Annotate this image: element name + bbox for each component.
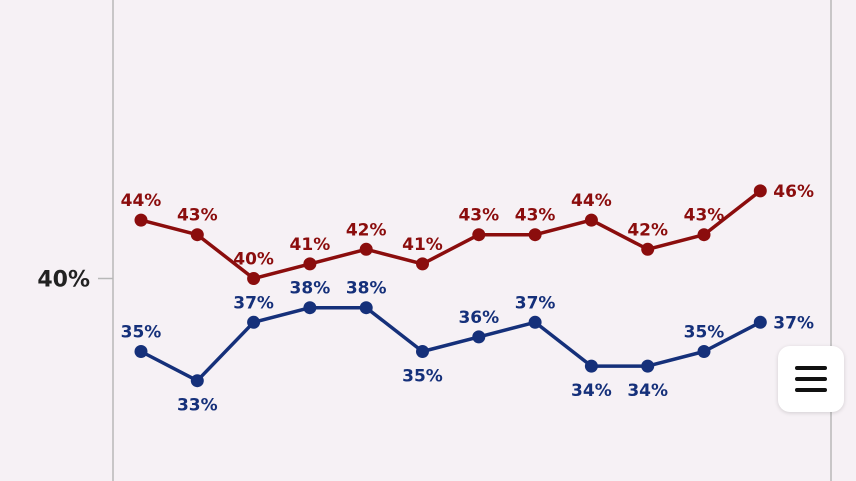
menu-bar — [795, 388, 827, 392]
data-point — [472, 330, 486, 344]
data-point — [472, 228, 486, 242]
data-label: 37% — [773, 313, 814, 333]
data-point — [190, 374, 204, 388]
data-label: 43% — [458, 206, 499, 226]
data-point — [584, 213, 598, 227]
data-point — [584, 359, 598, 373]
data-point — [697, 345, 711, 358]
data-label: 36% — [458, 308, 499, 328]
data-point — [416, 345, 429, 358]
data-point — [528, 228, 542, 242]
data-point — [753, 184, 767, 198]
data-point — [753, 315, 767, 329]
data-point — [416, 257, 429, 271]
data-label: 43% — [515, 206, 556, 226]
data-label: 44% — [121, 191, 162, 211]
data-point — [641, 359, 655, 373]
y-tick-label: 40% — [37, 268, 90, 293]
data-point — [247, 272, 261, 285]
data-label: 33% — [177, 396, 218, 416]
data-point — [359, 242, 373, 256]
series-line — [140, 305, 762, 383]
data-label: 38% — [346, 279, 387, 299]
data-point — [528, 315, 542, 329]
series-1: 44% 43% 40% 41% 42% 41% 43% 43% 44% 42% 43% 46% — [121, 182, 814, 285]
menu-bar — [795, 366, 827, 370]
data-label: 34% — [571, 381, 612, 401]
data-label: 43% — [177, 206, 218, 226]
series-2: 35% 33% 37% 38% 38% 35% 36% 37% 34% 34% 35% 37% — [121, 279, 814, 416]
data-point — [359, 301, 373, 315]
data-label: 42% — [346, 220, 387, 240]
data-label: 42% — [627, 220, 668, 240]
series-line — [140, 189, 762, 281]
data-point — [303, 301, 317, 315]
data-label: 46% — [773, 182, 814, 202]
data-point — [134, 213, 148, 227]
data-label: 34% — [627, 381, 668, 401]
data-point — [697, 228, 711, 242]
series-layer: 44%43%40%41%42%41%43% 43%44%42%43%46%35%3… — [121, 182, 814, 416]
data-label: 37% — [515, 293, 556, 313]
data-label: 35% — [684, 323, 725, 343]
data-label: 41% — [290, 235, 331, 255]
data-label: 35% — [121, 323, 162, 343]
data-point — [247, 315, 261, 329]
data-point — [190, 228, 204, 242]
data-label: 43% — [684, 206, 725, 226]
hamburger-menu-icon[interactable] — [778, 346, 844, 412]
data-label: 37% — [233, 293, 274, 313]
data-label: 41% — [402, 235, 443, 255]
data-label: 38% — [290, 279, 331, 299]
data-point — [303, 257, 317, 271]
data-label: 35% — [402, 367, 443, 387]
data-label: 44% — [571, 191, 612, 211]
menu-bar — [795, 377, 827, 381]
data-label: 40% — [233, 250, 274, 270]
y-axis-ticks: 40% — [37, 268, 113, 293]
data-point — [641, 242, 655, 256]
data-point — [134, 345, 148, 358]
